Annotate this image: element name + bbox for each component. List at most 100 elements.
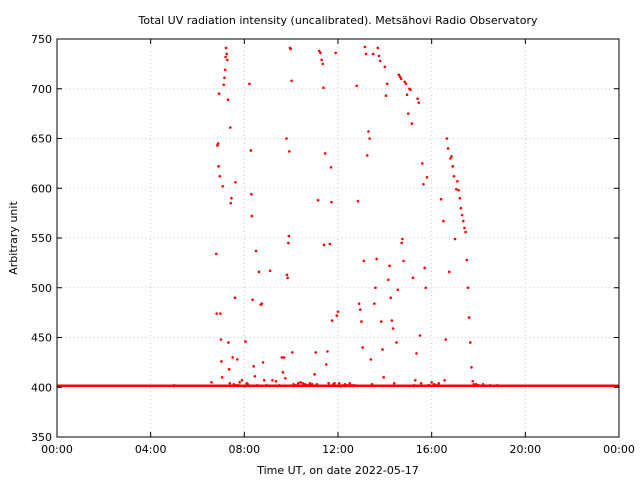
data-point xyxy=(281,371,285,374)
data-point xyxy=(449,157,452,160)
data-point xyxy=(370,382,374,386)
data-point xyxy=(215,312,219,315)
data-point xyxy=(323,152,327,155)
y-tick-label: 550 xyxy=(31,232,52,245)
data-point xyxy=(360,320,363,323)
data-point xyxy=(362,259,366,263)
data-point xyxy=(236,358,239,361)
data-point xyxy=(287,234,291,238)
data-point xyxy=(406,112,410,115)
data-point xyxy=(389,296,392,300)
data-point xyxy=(378,59,382,63)
data-point xyxy=(289,47,292,51)
data-point xyxy=(224,46,228,50)
data-point xyxy=(446,147,450,150)
data-point xyxy=(243,384,246,388)
x-tick-label: 20:00 xyxy=(509,443,541,456)
data-point xyxy=(291,351,294,354)
data-point xyxy=(450,155,453,158)
data-point xyxy=(233,296,237,300)
data-point xyxy=(310,382,314,386)
data-point xyxy=(226,98,230,101)
data-point xyxy=(488,383,492,387)
data-point xyxy=(227,341,230,344)
data-point xyxy=(442,219,445,223)
data-point xyxy=(320,58,323,62)
data-point xyxy=(321,62,325,66)
data-point xyxy=(217,92,221,96)
data-point xyxy=(457,188,460,192)
data-point xyxy=(214,252,218,256)
data-point xyxy=(409,88,412,92)
data-point xyxy=(469,341,472,344)
data-point xyxy=(400,241,403,245)
data-point xyxy=(474,382,478,386)
data-point xyxy=(495,383,499,387)
data-point xyxy=(451,165,455,168)
data-point xyxy=(390,319,394,322)
data-point xyxy=(230,196,233,200)
data-point xyxy=(380,320,383,323)
data-point xyxy=(412,383,416,387)
data-point xyxy=(364,52,368,56)
x-axis-label: Time UT, on date 2022-05-17 xyxy=(256,464,419,477)
data-point xyxy=(306,383,309,387)
data-point xyxy=(296,381,300,385)
x-tick-label: 04:00 xyxy=(135,443,167,456)
data-point xyxy=(350,383,354,387)
data-point xyxy=(317,49,321,53)
data-point xyxy=(299,380,302,384)
data-point xyxy=(398,75,402,79)
data-point xyxy=(262,378,266,382)
data-point xyxy=(216,142,220,145)
data-point xyxy=(328,242,332,246)
data-point xyxy=(363,45,367,49)
data-point xyxy=(396,288,400,292)
data-point xyxy=(416,97,419,100)
data-point xyxy=(294,383,298,387)
data-point xyxy=(220,360,223,363)
data-point xyxy=(248,82,251,86)
y-tick-label: 450 xyxy=(31,332,52,345)
data-point xyxy=(391,327,395,330)
y-tick-label: 350 xyxy=(31,431,52,444)
data-point xyxy=(313,373,316,376)
x-tick-label: 08:00 xyxy=(228,443,260,456)
data-point xyxy=(356,199,360,203)
data-point xyxy=(367,130,370,133)
data-point xyxy=(425,176,429,179)
data-point xyxy=(228,126,232,129)
data-point xyxy=(287,241,290,245)
data-point xyxy=(410,122,414,125)
data-point xyxy=(439,197,443,201)
data-point xyxy=(423,266,426,270)
data-point xyxy=(229,201,233,205)
data-point xyxy=(252,365,255,368)
data-point xyxy=(384,94,388,98)
x-tick-label: 12:00 xyxy=(322,443,354,456)
data-point xyxy=(234,383,238,387)
data-point xyxy=(399,77,403,81)
data-point xyxy=(222,83,226,87)
data-point xyxy=(464,230,467,234)
data-point xyxy=(237,383,240,387)
data-point xyxy=(274,379,278,383)
data-point xyxy=(466,286,470,290)
chart-title: Total UV radiation intensity (uncalibrat… xyxy=(138,14,538,27)
data-point xyxy=(382,376,385,379)
data-point xyxy=(255,383,259,387)
data-point xyxy=(308,381,312,385)
data-point xyxy=(357,302,361,305)
data-point xyxy=(383,65,387,69)
data-point xyxy=(290,79,293,83)
data-point xyxy=(403,80,407,84)
data-point xyxy=(282,356,286,359)
data-point xyxy=(463,226,466,230)
data-point xyxy=(415,352,418,355)
data-point xyxy=(327,381,330,385)
data-point xyxy=(223,68,227,72)
data-point xyxy=(333,381,336,385)
data-point xyxy=(481,382,485,386)
data-point xyxy=(444,338,448,341)
data-point xyxy=(461,219,465,223)
